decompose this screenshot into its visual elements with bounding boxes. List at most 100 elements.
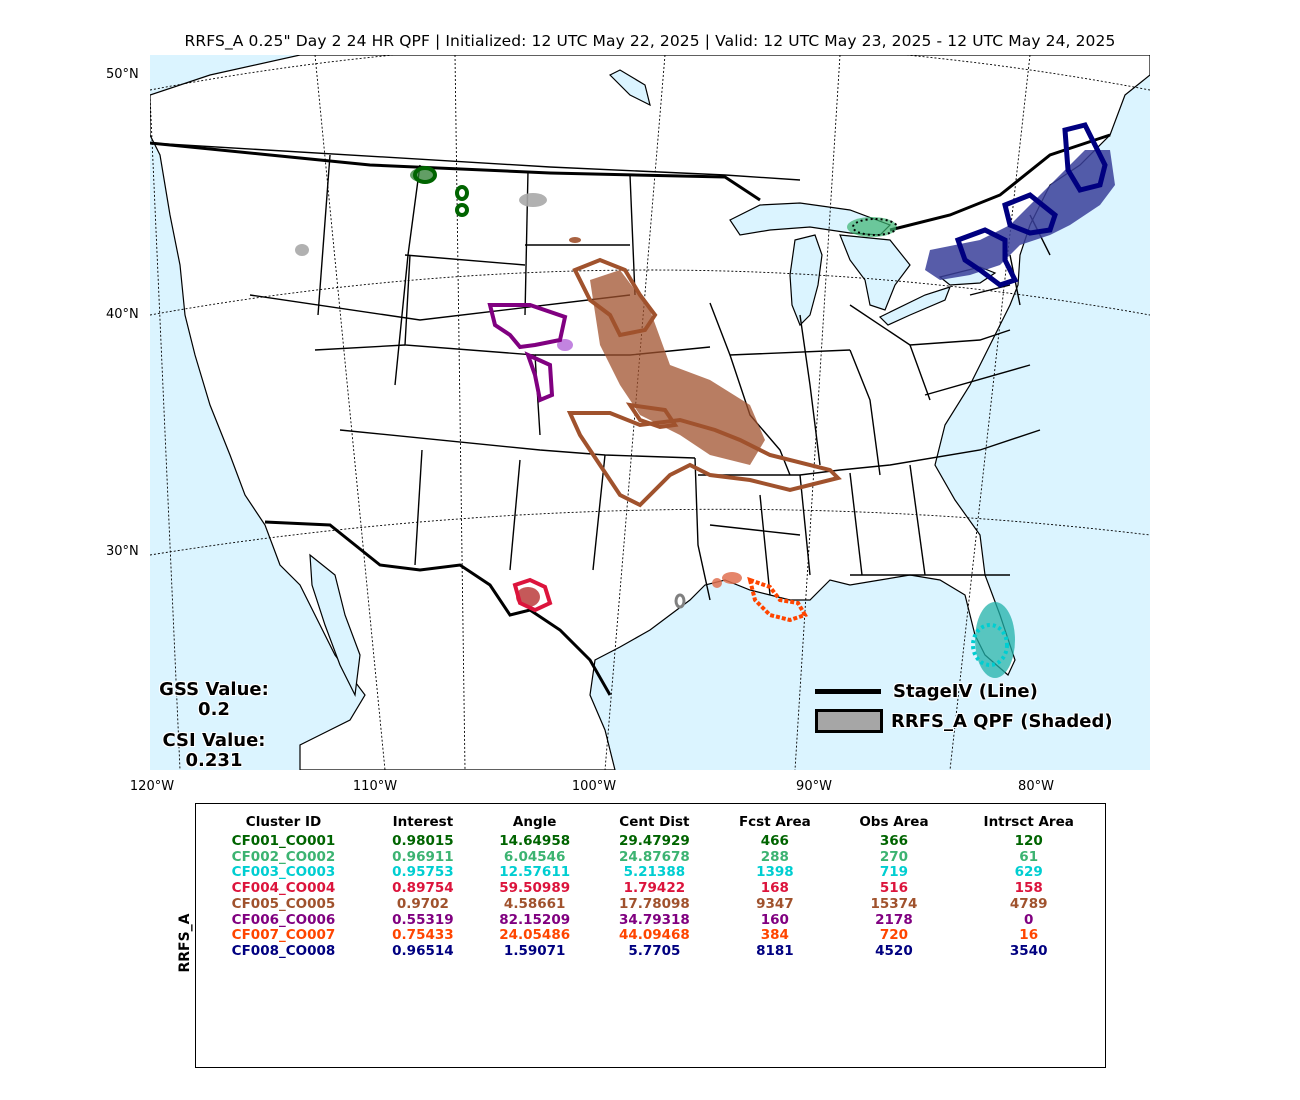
lake-michigan	[789, 234, 823, 327]
table-row: CF008_CO008 0.96514 1.59071 5.7705 8181 4520 3…	[196, 942, 1105, 960]
table-cell: 466	[760, 833, 789, 849]
table-cell: 120	[1014, 833, 1043, 849]
lon-label-110: 110°W	[352, 779, 398, 794]
lon-label-100: 100°W	[571, 779, 617, 794]
table-cell: 629	[1014, 864, 1043, 881]
header-obs-area: Obs Area	[859, 814, 929, 830]
table-cell: 82.15209	[499, 911, 571, 928]
table-cell: 5.7705	[628, 942, 681, 959]
table-cell: 12.57611	[499, 864, 571, 881]
hudson-bay-edge	[608, 69, 651, 107]
table-cell: 4789	[1009, 895, 1048, 912]
table-cell: CF008_CO008	[231, 942, 336, 959]
header-fcst-area: Fcst Area	[738, 814, 811, 830]
table-cell: CF006_CO006	[231, 911, 336, 928]
table-header-row: Cluster ID Interest Angle Cent Dist Fcst…	[196, 814, 1105, 834]
legend-rrfs-label: RRFS_A QPF (Shaded)	[891, 710, 1113, 732]
lake-erie	[878, 286, 952, 326]
table-cell: 160	[760, 911, 789, 928]
table-cell: 3540	[1009, 942, 1048, 959]
table-cell: 44.09468	[618, 927, 690, 944]
table-cell: 0.55319	[392, 911, 454, 928]
table-cell: 5.21388	[623, 864, 686, 881]
lat-label-50: 50°N	[106, 67, 139, 82]
table-row: CF001_CO001 0.98015 14.64958 29.47929 466 366…	[196, 833, 1105, 850]
table-cell: 0.98015	[392, 833, 454, 849]
table-body: CF001_CO001 0.98015 14.64958 29.47929 466 366…	[196, 833, 1105, 960]
table-cell: CF004_CO004	[231, 880, 336, 897]
table-cell: 1.59071	[503, 942, 566, 959]
csi-value: 0.231	[185, 750, 243, 771]
table-cell: 384	[760, 927, 789, 944]
table-cell: 0.96911	[392, 848, 454, 865]
table-cell: CF002_CO002	[231, 848, 336, 865]
table-cell: 29.47929	[618, 833, 690, 849]
legend-stageiv: StageIV (Line)	[815, 676, 1113, 706]
table-cell: 61	[1019, 848, 1039, 865]
gulf-of-california	[309, 553, 361, 698]
table-cell: 14.64958	[499, 833, 571, 849]
legend-stageiv-label: StageIV (Line)	[893, 680, 1038, 702]
table-cell: CF001_CO001	[231, 833, 336, 849]
cluster-cf007	[712, 572, 808, 623]
lon-label-80: 80°W	[1018, 779, 1054, 794]
table-cell: 719	[879, 864, 909, 881]
cluster-cf008	[925, 122, 1115, 288]
lon-label-90: 90°W	[796, 779, 832, 794]
table-cell: 17.78098	[618, 895, 690, 912]
table-cell: CF005_CO005	[231, 895, 336, 912]
table-cell: 288	[760, 848, 789, 865]
table-cell: 4.58661	[503, 895, 566, 912]
table-cell: 6.04546	[503, 848, 566, 865]
table-cell: 0.75433	[392, 927, 454, 944]
unmatched-objects	[295, 193, 581, 256]
table-cell: 366	[879, 833, 909, 849]
cluster-cf003	[971, 602, 1015, 678]
national-borders	[150, 133, 1111, 696]
stats-table: Cluster ID Interest Angle Cent Dist Fcst…	[196, 814, 1105, 960]
gss-value: 0.2	[198, 699, 230, 720]
state-borders	[150, 142, 1051, 601]
table-cell: 0.96514	[392, 942, 454, 959]
table-cell: 158	[1014, 880, 1043, 897]
table-cell: 24.05486	[499, 927, 571, 944]
header-interest: Interest	[392, 814, 454, 830]
chart-title: RRFS_A 0.25" Day 2 24 HR QPF | Initializ…	[184, 32, 1116, 50]
table-cell: 270	[879, 848, 909, 865]
table-cell: 0.89754	[392, 880, 454, 897]
table-cell: 8181	[756, 942, 794, 959]
table-cell: 0	[1024, 911, 1034, 928]
table-row: CF007_CO007 0.75433 24.05486 44.09468 384 720…	[196, 928, 1105, 944]
table-cell: 16	[1019, 927, 1039, 944]
legend-rrfs: RRFS_A QPF (Shaded)	[815, 706, 1113, 736]
header-cluster-id: Cluster ID	[245, 814, 322, 830]
legend-line-swatch	[815, 688, 881, 694]
table-cell: CF007_CO007	[231, 927, 336, 944]
gss-label: GSS Value:	[159, 679, 269, 700]
table-cell: 168	[760, 880, 789, 897]
csi-label: CSI Value:	[162, 730, 266, 751]
legend-shaded-swatch	[815, 709, 883, 733]
table-cell: 4520	[875, 942, 913, 959]
lat-label-30: 30°N	[106, 544, 139, 559]
table-cell: 9347	[756, 895, 794, 912]
table-ylabel: RRFS_A	[177, 913, 193, 973]
header-cent-dist: Cent Dist	[619, 814, 690, 830]
unmatched-observed-object	[674, 593, 686, 609]
lon-label-120: 120°W	[129, 779, 175, 794]
table-row: CF005_CO005 0.9702 4.58661 17.78098 9347 1537…	[196, 895, 1105, 913]
lat-label-40: 40°N	[106, 307, 139, 322]
table-cell: 1398	[756, 864, 794, 881]
table-cell: 0.95753	[392, 864, 454, 881]
cluster-cf005	[566, 257, 842, 508]
map-legend: StageIV (Line) RRFS_A QPF (Shaded)	[815, 676, 1113, 736]
table-cell: 34.79318	[618, 911, 690, 928]
lake-huron	[839, 234, 911, 311]
cluster-cf004	[512, 577, 553, 613]
cluster-cf002	[847, 217, 898, 237]
table-cell: 2178	[875, 911, 913, 928]
table-cell: 516	[879, 880, 909, 897]
graticule	[150, 55, 1150, 770]
table-row: CF003_CO003 0.95753 12.57611 5.21388 1398 719…	[196, 865, 1105, 881]
cluster-stats-table: Cluster ID Interest Angle Cent Dist Fcst…	[195, 803, 1106, 1068]
